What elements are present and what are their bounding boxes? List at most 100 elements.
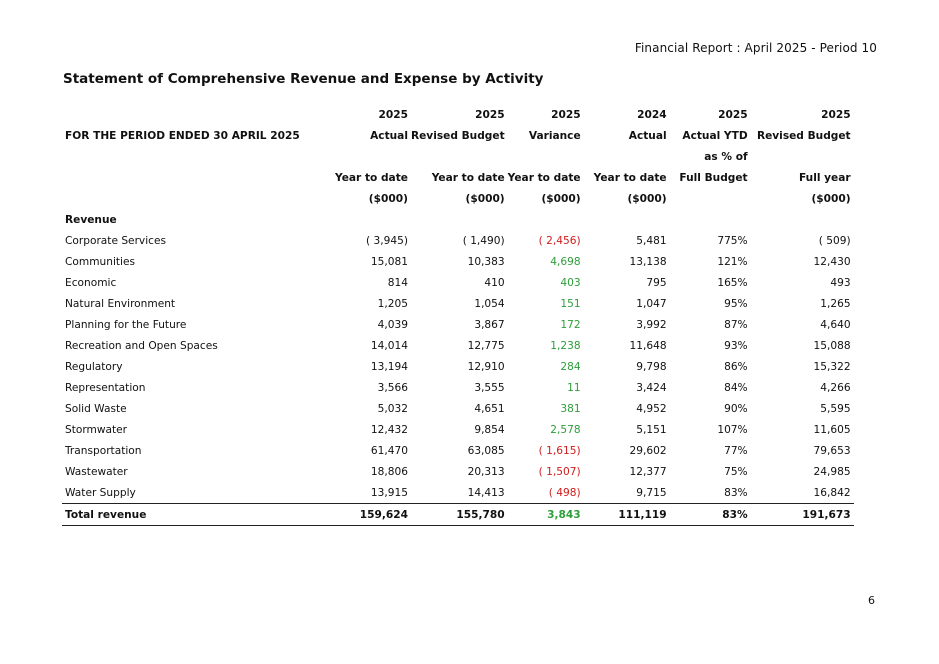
header-year: 2024 [637, 108, 667, 121]
percent-cell: 165% [717, 276, 748, 289]
table-header: 2025 2025 2025 2024 2025 2025 FOR THE PE… [62, 104, 854, 230]
percent-cell: 83% [724, 486, 748, 499]
prior-year-cell: 9,798 [636, 360, 667, 373]
budget-ytd-cell: 1,054 [474, 297, 505, 310]
actual-ytd-cell: 3,566 [377, 381, 408, 394]
actual-ytd-cell: 814 [387, 276, 408, 289]
budget-ytd-cell: 4,651 [474, 402, 505, 415]
header-spacer [62, 188, 335, 209]
actual-ytd-cell: 159,624 [335, 503, 411, 526]
full-year-budget-cell: 4,640 [820, 318, 851, 331]
variance-cell: 172 [560, 318, 581, 331]
report-header: Financial Report : April 2025 - Period 1… [634, 41, 877, 55]
header-spacer [62, 146, 335, 167]
prior-year-cell: 12,377 [629, 465, 667, 478]
full-year-budget-cell: 15,088 [813, 339, 851, 352]
header-column-name: Actual [628, 129, 667, 142]
variance-cell: 381 [560, 402, 581, 415]
page-number: 6 [868, 594, 875, 607]
prior-year-cell: 111,119 [583, 503, 670, 526]
header-column-subname [335, 146, 411, 167]
actual-ytd-cell: 5,032 [377, 402, 408, 415]
header-column-name: Actual [370, 129, 408, 142]
percent-cell: 84% [724, 381, 748, 394]
header-row-name2: as % of [62, 146, 854, 167]
budget-ytd-cell: 3,867 [474, 318, 505, 331]
actual-ytd-cell: 61,470 [370, 444, 408, 457]
header-row-unit: ($000) ($000) ($000) ($000) ($000) [62, 188, 854, 209]
table-body: Corporate Services ( 3,945) ( 1,490) ( 2,45… [62, 230, 854, 526]
percent-cell: 93% [724, 339, 748, 352]
percent-cell: 75% [724, 465, 748, 478]
percent-cell: 775% [717, 234, 748, 247]
total-label: Total revenue [62, 503, 335, 526]
budget-ytd-cell: 9,854 [474, 423, 505, 436]
statement-table: 2025 2025 2025 2024 2025 2025 FOR THE PE… [62, 104, 854, 526]
percent-cell: 87% [724, 318, 748, 331]
header-column-basis: Year to date [431, 171, 505, 184]
budget-ytd-cell: ( 1,490) [462, 234, 505, 247]
header-row-basis: Year to date Year to date Year to date Y… [62, 167, 854, 188]
prior-year-cell: 3,424 [636, 381, 667, 394]
budget-ytd-cell: 12,910 [467, 360, 505, 373]
header-column-unit: ($000) [627, 192, 667, 205]
budget-ytd-cell: 10,383 [467, 255, 505, 268]
variance-cell: 284 [560, 360, 581, 373]
full-year-budget-cell: 12,430 [813, 255, 851, 268]
budget-ytd-cell: 3,555 [474, 381, 505, 394]
table-row: Corporate Services ( 3,945) ( 1,490) ( 2,45… [62, 230, 854, 251]
header-year: 2025 [475, 108, 505, 121]
row-label: Recreation and Open Spaces [65, 339, 218, 352]
full-year-budget-cell: 15,322 [813, 360, 851, 373]
budget-ytd-cell: 410 [484, 276, 505, 289]
variance-cell: ( 2,456) [538, 234, 581, 247]
header-column-subname: as % of [704, 150, 748, 163]
full-year-budget-cell: 79,653 [813, 444, 851, 457]
percent-cell: 90% [724, 402, 748, 415]
header-column-subname [584, 146, 670, 167]
variance-cell: 151 [560, 297, 581, 310]
row-label: Regulatory [65, 360, 123, 373]
header-column-unit: ($000) [811, 192, 851, 205]
prior-year-cell: 11,648 [629, 339, 667, 352]
header-column-unit: ($000) [465, 192, 505, 205]
total-row: Total revenue 159,624 155,780 3,843 111,119 8… [62, 503, 854, 526]
actual-ytd-cell: 4,039 [377, 318, 408, 331]
budget-ytd-cell: 14,413 [467, 486, 505, 499]
actual-ytd-cell: 15,081 [370, 255, 408, 268]
header-column-basis: Year to date [335, 171, 408, 184]
actual-ytd-cell: ( 3,945) [366, 234, 408, 247]
table-row: Regulatory 13,194 12,910 284 9,798 86% 15,322 [62, 356, 854, 377]
budget-ytd-cell: 63,085 [467, 444, 505, 457]
percent-cell: 95% [724, 297, 748, 310]
prior-year-cell: 4,952 [636, 402, 667, 415]
table-row: Economic 814 410 403 795 165% 493 [62, 272, 854, 293]
row-label: Planning for the Future [65, 318, 187, 331]
table-row: Natural Environment 1,205 1,054 151 1,047 95%… [62, 293, 854, 314]
row-label: Economic [65, 276, 117, 289]
variance-cell: 1,238 [550, 339, 581, 352]
section-label: Revenue [65, 213, 117, 226]
header-column-unit [670, 188, 751, 209]
budget-ytd-cell: 12,775 [467, 339, 505, 352]
header-spacer [62, 104, 335, 125]
row-label: Representation [65, 381, 146, 394]
table-row: Water Supply 13,915 14,413 ( 498) 9,715 83% 16… [62, 482, 854, 503]
header-column-unit: ($000) [368, 192, 408, 205]
header-column-subname [508, 146, 584, 167]
header-spacer [62, 167, 335, 188]
variance-cell: 403 [560, 276, 581, 289]
table-row: Communities 15,081 10,383 4,698 13,138 121% 12… [62, 251, 854, 272]
full-year-budget-cell: 16,842 [813, 486, 851, 499]
budget-ytd-cell: 20,313 [467, 465, 505, 478]
prior-year-cell: 5,151 [636, 423, 667, 436]
variance-cell: 2,578 [550, 423, 581, 436]
row-label: Wastewater [65, 465, 128, 478]
variance-cell: 11 [567, 381, 581, 394]
row-label: Stormwater [65, 423, 128, 436]
actual-ytd-cell: 1,205 [377, 297, 408, 310]
actual-ytd-cell: 13,915 [370, 486, 408, 499]
header-column-name: Variance [528, 129, 581, 142]
table-row: Representation 3,566 3,555 11 3,424 84% 4,266 [62, 377, 854, 398]
header-column-subname [411, 146, 508, 167]
